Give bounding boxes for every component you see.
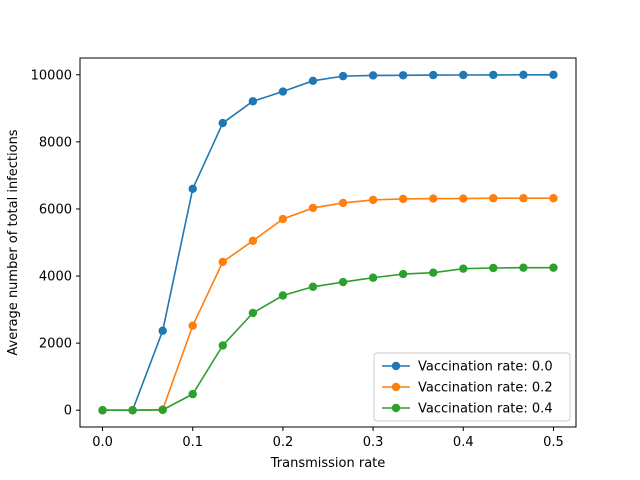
data-point xyxy=(398,194,408,204)
data-point xyxy=(368,71,378,80)
data-point xyxy=(459,264,468,273)
data-point xyxy=(188,184,197,194)
x-tick-label: 0.3 xyxy=(363,435,384,450)
data-point xyxy=(188,321,197,330)
data-point xyxy=(338,277,348,287)
legend-marker xyxy=(391,361,401,371)
legend-label: Vaccination rate: 0.0 xyxy=(418,360,553,375)
data-point xyxy=(429,194,438,203)
data-point xyxy=(489,194,498,203)
data-point xyxy=(549,194,558,203)
x-axis-label: Transmission rate xyxy=(270,456,386,471)
y-tick-label: 2000 xyxy=(39,337,72,352)
y-tick-label: 10000 xyxy=(31,68,72,83)
data-point xyxy=(519,263,528,272)
series-line xyxy=(102,197,554,412)
data-point xyxy=(549,263,558,272)
plot-series xyxy=(98,70,558,415)
y-tick-label: 6000 xyxy=(39,202,72,217)
data-point xyxy=(489,70,498,80)
data-point xyxy=(278,87,288,96)
x-tick-label: 0.5 xyxy=(543,435,564,450)
data-point xyxy=(429,70,438,80)
data-point xyxy=(218,341,227,350)
series-line xyxy=(102,73,554,412)
data-point xyxy=(459,194,468,203)
data-point xyxy=(218,257,227,267)
data-point xyxy=(128,406,137,415)
series-1 xyxy=(98,194,558,415)
data-point xyxy=(519,194,528,203)
data-point xyxy=(158,405,167,415)
data-point xyxy=(398,71,408,80)
legend-item: Vaccination rate: 0.0 xyxy=(382,360,553,375)
data-point xyxy=(338,198,348,208)
legend-label: Vaccination rate: 0.4 xyxy=(418,402,553,417)
data-point xyxy=(368,195,378,205)
legend-marker xyxy=(391,382,401,392)
data-point xyxy=(368,273,378,282)
y-axis: 0 2000 4000 6000 8000 10000 xyxy=(31,68,80,419)
data-point xyxy=(308,76,318,86)
legend-item: Vaccination rate: 0.2 xyxy=(382,381,553,396)
data-point xyxy=(308,282,318,291)
data-point xyxy=(429,268,438,277)
legend-item: Vaccination rate: 0.4 xyxy=(382,402,553,417)
data-point xyxy=(278,291,288,300)
data-point xyxy=(248,236,258,246)
y-axis-label: Average number of total infections xyxy=(6,129,21,355)
data-point xyxy=(308,203,318,213)
x-axis: 0.0 0.1 0.2 0.3 0.4 0.5 xyxy=(92,427,564,450)
data-point xyxy=(278,214,288,224)
data-point xyxy=(98,406,107,415)
y-tick-label: 0 xyxy=(64,404,72,419)
data-point xyxy=(338,71,348,81)
data-point xyxy=(248,308,258,318)
x-tick-label: 0.1 xyxy=(182,435,203,450)
data-point xyxy=(459,70,468,80)
legend-box xyxy=(373,352,571,422)
x-tick-label: 0.0 xyxy=(92,435,113,450)
data-point xyxy=(188,389,197,399)
legend: Vaccination rate: 0.0 Vaccination rate: 0… xyxy=(373,352,571,422)
x-tick-label: 0.2 xyxy=(273,435,294,450)
series-line xyxy=(102,266,554,412)
x-tick-label: 0.4 xyxy=(453,435,474,450)
axes-frame xyxy=(79,57,577,428)
data-point xyxy=(248,97,258,106)
data-point xyxy=(489,263,498,273)
data-point xyxy=(519,70,528,80)
legend-label: Vaccination rate: 0.2 xyxy=(418,381,553,396)
series-2 xyxy=(98,263,558,415)
data-point xyxy=(549,70,558,79)
data-point xyxy=(158,326,167,335)
y-tick-label: 4000 xyxy=(39,270,72,285)
data-point xyxy=(398,269,408,279)
legend-marker xyxy=(391,403,401,413)
y-tick-label: 8000 xyxy=(39,135,72,150)
data-point xyxy=(218,118,227,128)
